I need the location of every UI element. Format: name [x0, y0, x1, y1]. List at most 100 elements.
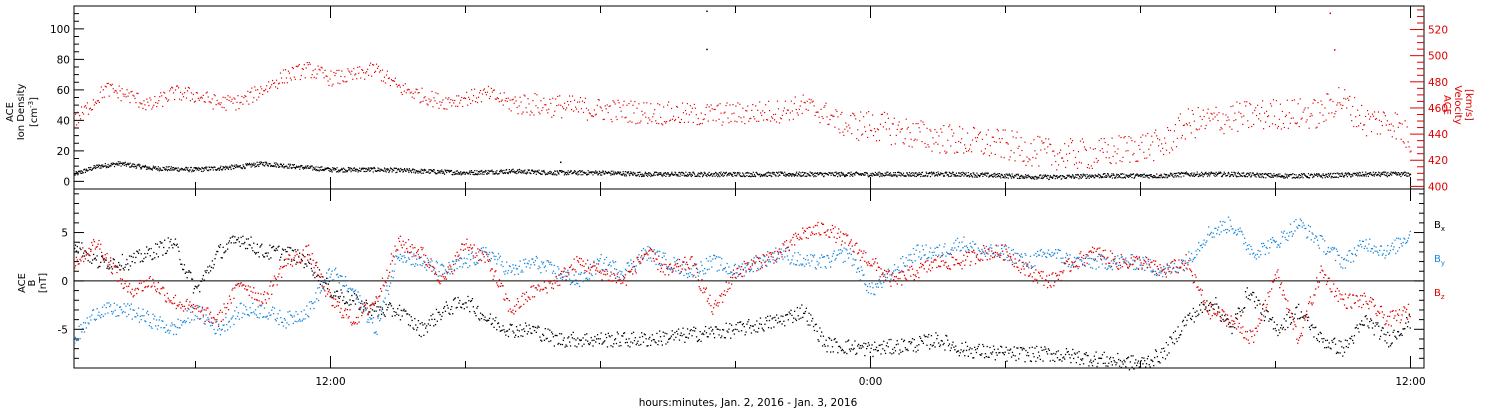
density-point [287, 163, 290, 165]
density-point [598, 170, 601, 172]
velocity-point [1167, 129, 1170, 132]
density-point [373, 166, 375, 169]
density-point [778, 171, 780, 173]
velocity-point [419, 102, 421, 104]
density-point [1123, 173, 1125, 175]
density-point [448, 170, 450, 172]
density-point [74, 173, 76, 175]
density-point [473, 171, 475, 174]
b-point [524, 330, 526, 333]
velocity-point [307, 64, 309, 66]
density-point [338, 169, 340, 171]
b-point [878, 344, 880, 347]
velocity-point [223, 107, 225, 109]
b-point [400, 309, 402, 312]
b-point [823, 343, 825, 346]
density-point [972, 176, 974, 178]
density-point [820, 172, 823, 174]
velocity-point [353, 67, 355, 70]
density-point [194, 167, 196, 169]
density-point [1063, 176, 1066, 178]
density-point [128, 163, 130, 165]
density-point [910, 172, 912, 175]
density-point [838, 174, 840, 176]
velocity-point [810, 99, 812, 101]
velocity-point [397, 84, 399, 86]
density-point [253, 164, 256, 166]
velocity-point [1290, 117, 1292, 119]
density-point [1037, 176, 1039, 178]
density-point [495, 171, 497, 173]
velocity-point [515, 100, 517, 102]
density-point [1012, 176, 1014, 178]
density-point [1269, 176, 1271, 178]
density-point [792, 174, 794, 176]
velocity-point [1239, 102, 1241, 105]
b-point [830, 351, 832, 353]
density-point [879, 176, 881, 178]
density-point [949, 175, 952, 177]
density-point [510, 171, 512, 173]
density-point [955, 172, 958, 174]
b-point [711, 330, 713, 332]
density-point [575, 173, 577, 175]
density-point [1335, 176, 1338, 178]
velocity-point [687, 121, 689, 123]
density-point [303, 166, 305, 168]
velocity-point [1202, 109, 1204, 111]
b-point [251, 247, 253, 249]
velocity-point [911, 146, 913, 148]
b-point [847, 340, 849, 342]
density-point [456, 170, 459, 172]
density-point [431, 170, 433, 173]
b-point [870, 347, 872, 350]
density-point [460, 174, 462, 176]
density-point [153, 166, 155, 169]
velocity-point [579, 97, 582, 99]
density-point [1357, 175, 1359, 177]
velocity-point [502, 104, 504, 106]
b-point [437, 311, 439, 314]
velocity-point [457, 105, 459, 107]
b-point [399, 319, 402, 321]
b-point [672, 333, 674, 336]
velocity-point [672, 115, 675, 117]
velocity-point [227, 95, 229, 97]
b-point [490, 323, 492, 326]
b-point [736, 328, 738, 331]
density-point [456, 172, 458, 175]
velocity-point [1079, 140, 1082, 142]
velocity-point [668, 101, 670, 103]
density-point [572, 172, 574, 174]
velocity-point [335, 72, 337, 74]
velocity-series [74, 12, 1412, 171]
density-point [734, 174, 736, 177]
b-point [523, 328, 525, 330]
density-point [230, 167, 232, 169]
density-point [177, 167, 179, 169]
density-point [933, 171, 935, 173]
b-point [849, 350, 852, 352]
b-point [512, 330, 514, 332]
density-point [567, 170, 569, 172]
velocity-point [523, 94, 525, 96]
velocity-point [785, 112, 788, 114]
b-point [862, 346, 864, 348]
b-point [149, 255, 151, 257]
density-point [335, 168, 337, 171]
density-point [433, 169, 435, 171]
velocity-point [1132, 154, 1134, 156]
b-point [407, 313, 409, 315]
b-point [167, 237, 169, 239]
velocity-point [116, 92, 118, 94]
density-point [1341, 173, 1344, 175]
b-point [882, 348, 884, 350]
density-point [1098, 174, 1100, 176]
density-point [108, 166, 110, 169]
density-point [330, 170, 332, 172]
density-point [387, 169, 389, 171]
density-point [1076, 176, 1078, 179]
velocity-point [787, 109, 789, 111]
velocity-point [1238, 111, 1240, 113]
velocity-point [742, 107, 744, 109]
